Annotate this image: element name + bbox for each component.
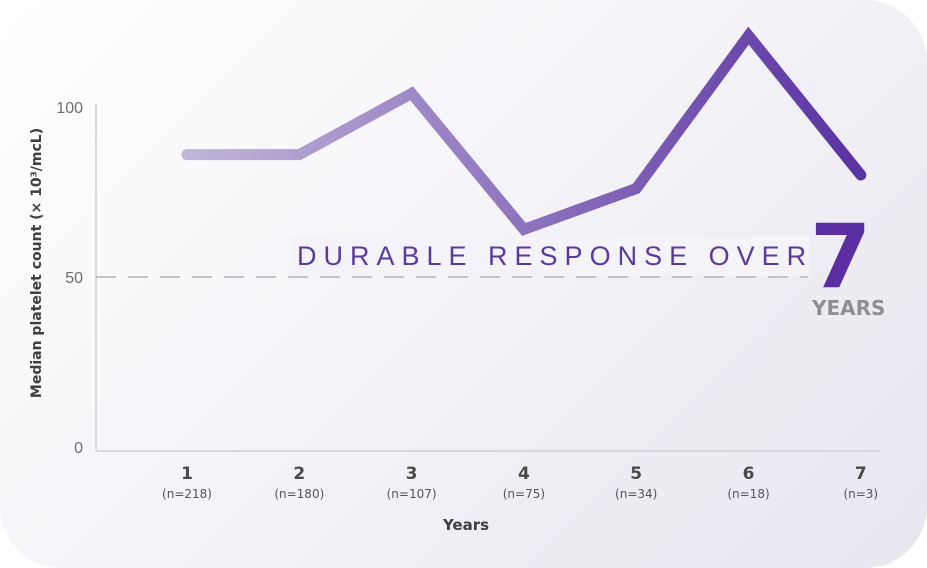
- x-tick-label: 7: [855, 464, 867, 484]
- sample-size-label: (n=180): [274, 487, 324, 501]
- sample-size-label: (n=75): [503, 487, 545, 501]
- sample-size-label: (n=18): [727, 487, 769, 501]
- sample-size-label: (n=34): [615, 487, 657, 501]
- x-axis-title: Years: [442, 516, 489, 534]
- y-axis-title: Median platelet count (× 10³/mcL): [29, 128, 45, 398]
- y-tick-label: 0: [74, 440, 83, 457]
- sample-size-label: (n=3): [843, 487, 878, 501]
- y-tick-labels: 0 50 100: [56, 100, 83, 457]
- x-tick-label: 5: [630, 464, 642, 484]
- annotation-text: DURABLE RESPONSE OVER: [297, 241, 813, 271]
- x-tick-label: 2: [293, 464, 305, 484]
- x-tick-label: 3: [406, 464, 418, 484]
- annotation-number: 7: [810, 205, 871, 308]
- x-tick-label: 4: [518, 464, 530, 484]
- x-tick-label: 6: [743, 464, 755, 484]
- median-platelet-line: [181, 26, 867, 236]
- annotation-unit: YEARS: [811, 296, 885, 320]
- sample-size-label: (n=218): [162, 487, 212, 501]
- y-tick-label: 100: [56, 100, 83, 117]
- y-tick-label: 50: [65, 270, 83, 287]
- x-tick-labels: 1 (n=218) 2 (n=180) 3 (n=107) 4 (n=75) 5 (n=34) 6 (…: [162, 464, 878, 501]
- annotation-backdrop: [290, 236, 810, 276]
- x-tick-label: 1: [181, 464, 193, 484]
- sample-size-label: (n=107): [387, 487, 437, 501]
